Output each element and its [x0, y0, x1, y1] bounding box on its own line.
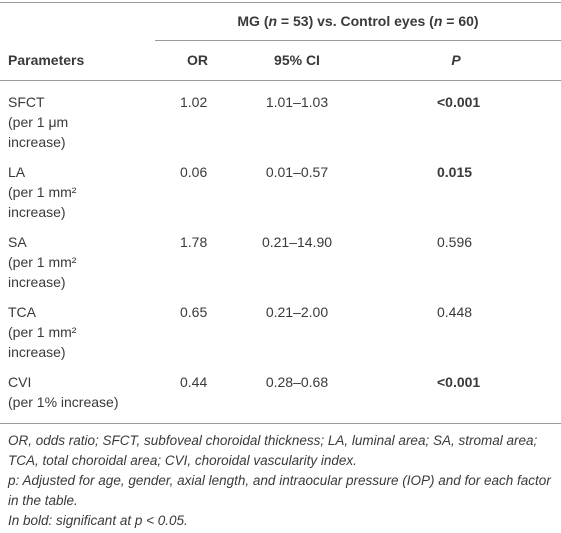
parameter-detail: (per 1 μm [8, 114, 69, 130]
group-header: MG (n = 53) vs. Control eyes (n = 60) [155, 11, 561, 31]
ci-value: 0.21–2.00 [265, 304, 329, 320]
footnote: In bold: significant at p < 0.05. [8, 513, 188, 528]
footnote: p: Adjusted for age, gender, axial lengt… [8, 473, 551, 508]
header-text: MG ( [237, 13, 269, 29]
ci-value: 0.01–0.57 [265, 164, 329, 180]
parameter-detail: increase) [8, 134, 66, 150]
ci-value: 0.21–14.90 [261, 234, 333, 250]
footnote: OR, odds ratio; SFCT, subfoveal choroida… [8, 433, 538, 468]
header-text: n [433, 13, 443, 29]
or-value: 0.65 [180, 304, 208, 320]
column-header: P [451, 52, 461, 68]
p-value: 0.015 [437, 164, 473, 180]
column-header: Parameters [8, 52, 85, 68]
or-value: 0.44 [180, 374, 208, 390]
parameter-detail: increase) [8, 204, 66, 220]
parameter-detail: increase) [8, 274, 66, 290]
p-value: 0.448 [437, 304, 473, 320]
header-text: = 53) vs. Control eyes ( [277, 13, 434, 29]
header-rule [0, 80, 561, 81]
p-value: <0.001 [437, 94, 481, 110]
ci-value: 0.28–0.68 [265, 374, 329, 390]
p-value: 0.596 [437, 234, 473, 250]
bottom-rule [0, 423, 561, 424]
parameter-detail: (per 1 mm² [8, 184, 77, 200]
top-rule [0, 2, 561, 3]
parameter: CVI [8, 374, 32, 390]
parameter: LA [8, 164, 26, 180]
group-rule [155, 40, 561, 41]
parameter-detail: increase) [8, 344, 66, 360]
parameter: SFCT [8, 94, 45, 110]
footnotes: OR, odds ratio; SFCT, subfoveal choroida… [8, 431, 553, 531]
or-value: 1.78 [180, 234, 208, 250]
parameter: TCA [8, 304, 36, 320]
or-value: 0.06 [180, 164, 208, 180]
parameter-detail: (per 1 mm² [8, 254, 77, 270]
or-value: 1.02 [180, 94, 208, 110]
parameter-detail: (per 1% increase) [8, 394, 119, 410]
p-value: <0.001 [437, 374, 481, 390]
parameter-detail: (per 1 mm² [8, 324, 77, 340]
header-text: = 60) [442, 13, 479, 29]
column-header: OR [187, 52, 208, 68]
ci-value: 1.01–1.03 [265, 94, 329, 110]
header-text: n [268, 13, 278, 29]
column-header: 95% CI [274, 52, 320, 68]
parameter: SA [8, 234, 27, 250]
